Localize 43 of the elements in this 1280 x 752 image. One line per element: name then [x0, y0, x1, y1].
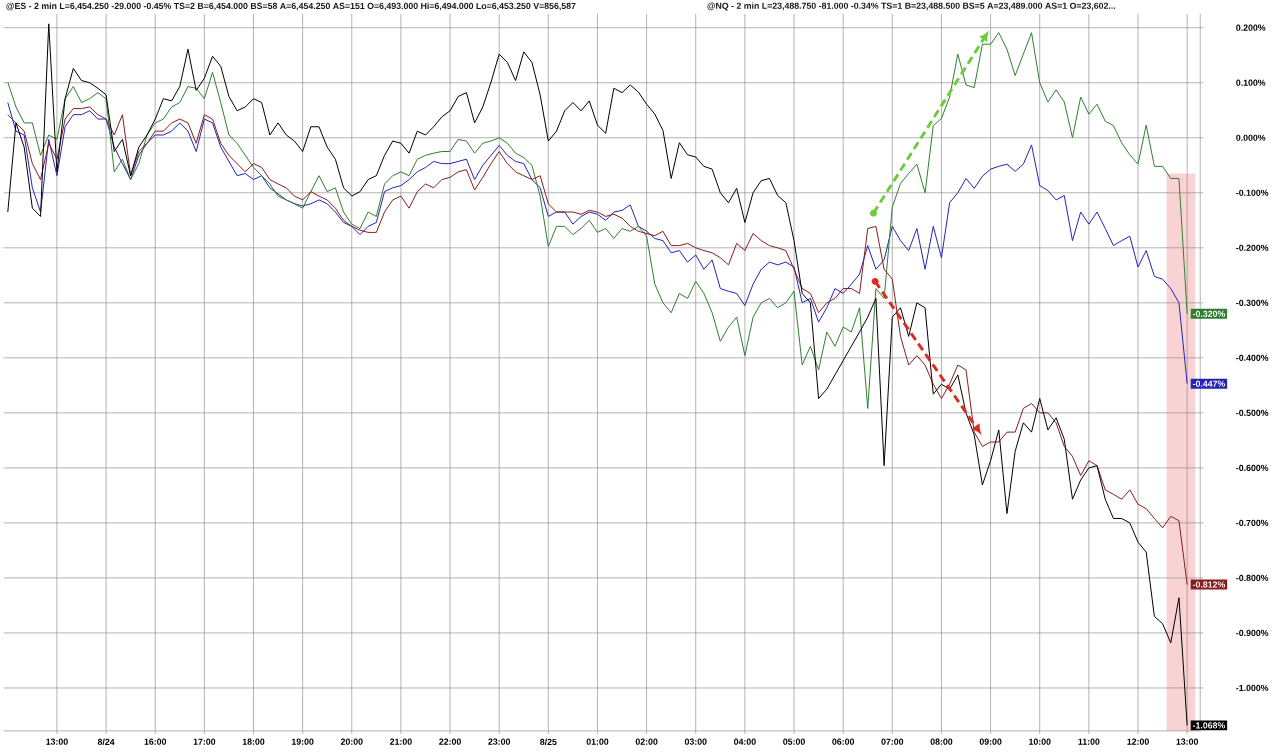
- x-tick-label: 04:00: [734, 738, 756, 745]
- y-tick-label: -0.500%: [1236, 409, 1269, 417]
- x-tick-label: 21:00: [390, 738, 412, 745]
- text: @NQ - 2 min L=23,488.750 -81.000 -0.34% TS=1 B=23,488.500 BS=5 A=23,489.000 AS=1 O=23,602...: [707, 2, 1116, 11]
- text: @ES - 2 min L=6,454.250 -29.000 -0.45% TS=2 B=6,454.000 BS=58 A=6,454.250 AS=151 O=6,493.000 Hi=6,494.000 Lo=6,453.250 V=856,587: [6, 2, 576, 11]
- y-tick-label: 0.000%: [1236, 134, 1266, 141]
- y-tick-label: -0.700%: [1236, 519, 1269, 527]
- y-tick-label: 0.100%: [1236, 79, 1266, 86]
- data-label: -0.447%: [1192, 380, 1226, 387]
- x-tick-label: 8/25: [540, 738, 557, 746]
- y-tick-label: -0.800%: [1236, 574, 1269, 582]
- x-tick-label: 12:00: [1127, 738, 1149, 745]
- x-tick-label: 01:00: [586, 738, 609, 745]
- x-tick-label: 17:00: [193, 738, 216, 745]
- y-tick-label: -0.400%: [1236, 354, 1269, 362]
- x-tick-label: 06:00: [832, 738, 855, 745]
- y-tick-label: -0.900%: [1236, 629, 1269, 637]
- x-tick-label: 08:00: [930, 738, 953, 745]
- y-tick-label: -0.100%: [1236, 189, 1269, 196]
- x-tick-label: 05:00: [783, 738, 805, 745]
- x-tick-label: 11:00: [1078, 738, 1100, 745]
- x-tick-label: 8/24: [97, 738, 115, 746]
- data-label: -0.320%: [1192, 310, 1226, 318]
- x-tick-label: 02:00: [635, 738, 658, 745]
- x-tick-label: 07:00: [881, 738, 904, 745]
- x-tick-label: 09:00: [979, 738, 1002, 745]
- x-tick-label: 20:00: [340, 738, 363, 745]
- x-tick-label: 23:00: [488, 738, 511, 745]
- y-tick-label: 0.200%: [1236, 24, 1266, 31]
- x-tick-label: 13:00: [46, 738, 68, 745]
- y-tick-label: -0.600%: [1236, 464, 1269, 472]
- x-tick-label: 03:00: [684, 738, 707, 745]
- data-label: -1.068%: [1192, 722, 1226, 729]
- x-tick-label: 22:00: [439, 738, 461, 745]
- x-tick-label: 13:00: [1176, 738, 1198, 745]
- x-tick-label: 18:00: [242, 738, 265, 745]
- x-tick-label: 19:00: [291, 738, 314, 745]
- y-tick-label: -0.200%: [1236, 244, 1269, 251]
- y-tick-label: -1.000%: [1236, 684, 1269, 692]
- x-tick-label: 16:00: [144, 738, 167, 745]
- x-tick-label: 10:00: [1029, 738, 1051, 745]
- y-tick-label: -0.300%: [1236, 299, 1269, 307]
- data-label: -0.812%: [1192, 581, 1226, 588]
